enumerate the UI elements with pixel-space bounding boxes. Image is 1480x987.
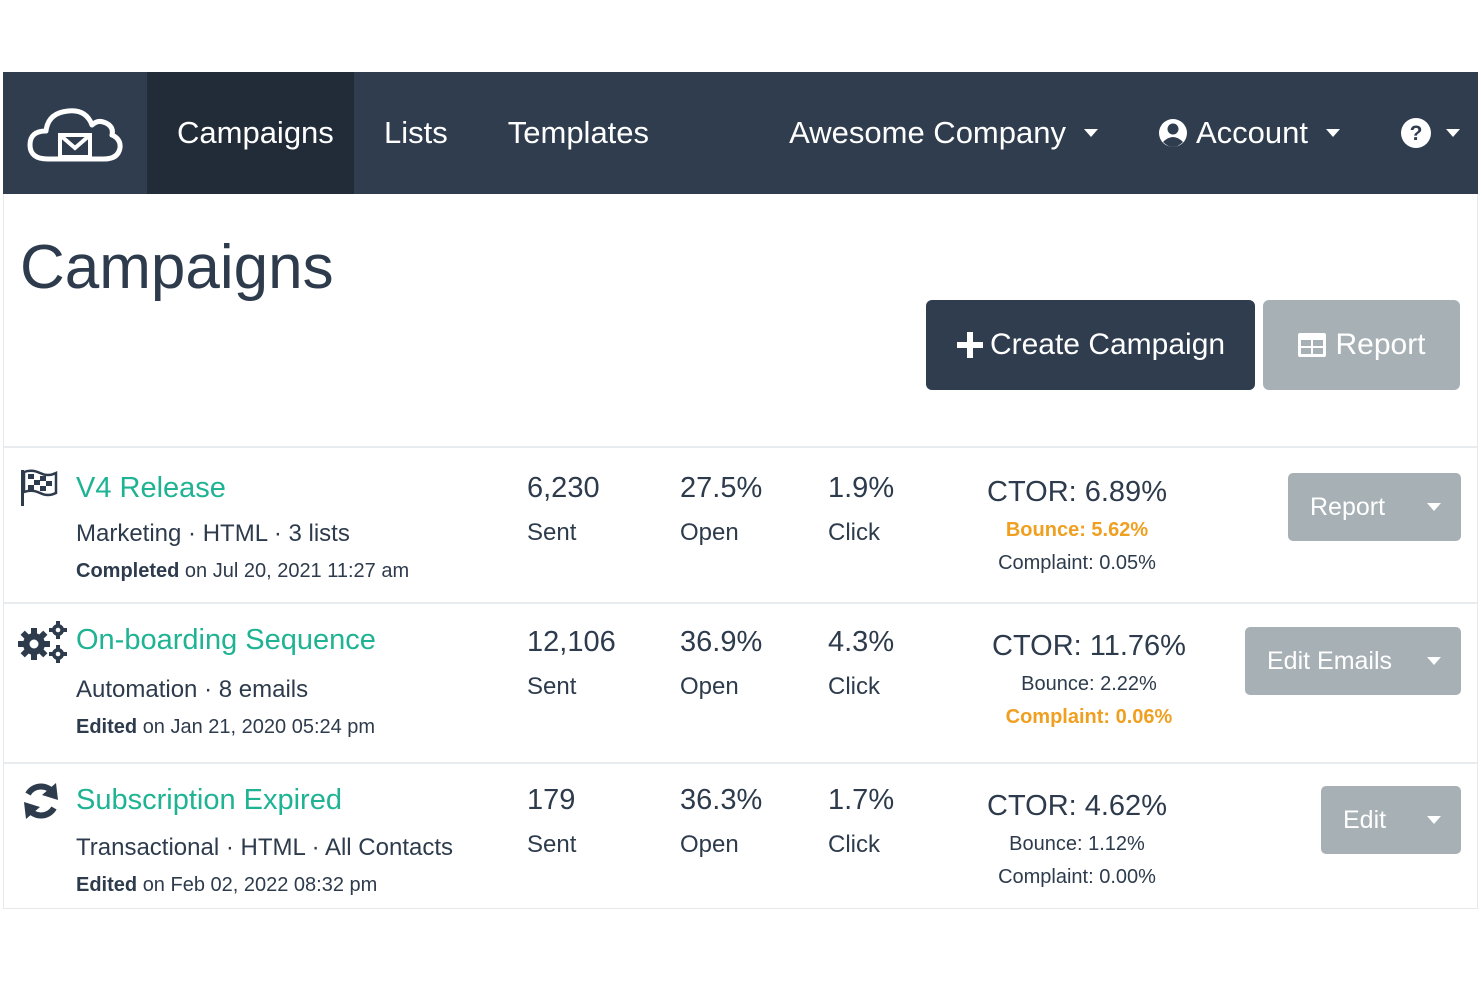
campaign-date: Edited on Jan 21, 2020 05:24 pm — [76, 716, 375, 739]
report-button[interactable]: Report — [1263, 300, 1460, 390]
edit-button[interactable]: Edit — [1321, 786, 1461, 854]
sent-value: 12,106 — [527, 626, 616, 658]
campaign-name-link[interactable]: V4 Release — [76, 472, 226, 504]
action-label: Report — [1310, 492, 1386, 521]
sent-label: Sent — [527, 673, 577, 700]
company-label: Awesome Company — [789, 115, 1066, 150]
campaign-meta: Automation · 8 emails — [76, 676, 309, 703]
table-icon — [1298, 333, 1327, 357]
svg-text:?: ? — [1410, 122, 1423, 145]
plus-icon — [956, 332, 983, 358]
ctor-value: CTOR: 6.89% — [987, 476, 1167, 508]
complaint-value: Complaint: 0.06% — [1005, 706, 1173, 728]
create-campaign-label: Create Campaign — [989, 328, 1226, 361]
stat-open: 36.3% Open — [680, 784, 762, 859]
sent-value: 6,230 — [527, 472, 600, 504]
chevron-down-icon — [1083, 129, 1098, 137]
open-value: 27.5% — [680, 472, 763, 504]
help-dropdown[interactable]: ? — [1370, 72, 1478, 194]
edit-emails-button[interactable]: Edit Emails — [1245, 627, 1461, 695]
campaign-status: Edited — [76, 874, 138, 896]
stat-ctor: CTOR: 6.89% Bounce: 5.62% Complaint: 0.0… — [972, 476, 1182, 575]
top-navbar: Campaigns Lists Templates Awesome Compan… — [3, 72, 1478, 194]
complaint-value: Complaint: 0.05% — [998, 552, 1156, 574]
nav-campaigns-label: Campaigns — [177, 115, 334, 150]
click-label: Click — [828, 519, 880, 546]
campaign-row: V4 Release Marketing · HTML · 3 lists Co… — [4, 446, 1477, 602]
create-campaign-button[interactable]: Create Campaign — [926, 300, 1255, 390]
open-value: 36.3% — [680, 784, 763, 816]
nav-lists[interactable]: Lists — [354, 72, 478, 194]
action-label: Edit Emails — [1267, 646, 1393, 675]
chevron-down-icon — [1446, 129, 1460, 137]
campaign-date-text: on Jul 20, 2021 11:27 am — [184, 560, 410, 582]
campaign-name-link[interactable]: Subscription Expired — [76, 784, 342, 816]
bounce-value: Bounce: 5.62% — [1005, 519, 1149, 541]
sent-value: 179 — [527, 784, 576, 816]
ctor-value: CTOR: 4.62% — [987, 790, 1167, 822]
gears-icon — [16, 620, 68, 669]
sent-label: Sent — [527, 519, 577, 546]
sent-label: Sent — [527, 831, 577, 858]
campaign-meta: Transactional · HTML · All Contacts — [76, 834, 454, 861]
stat-click: 1.9% Click — [828, 472, 894, 547]
chevron-down-icon[interactable] — [1427, 657, 1441, 665]
campaign-name-link[interactable]: On-boarding Sequence — [76, 624, 376, 656]
ctor-value: CTOR: 11.76% — [992, 630, 1186, 662]
campaign-date-text: on Feb 02, 2022 08:32 pm — [142, 874, 378, 896]
report-label: Report — [1335, 328, 1426, 361]
click-label: Click — [828, 673, 880, 700]
nav-lists-label: Lists — [384, 115, 448, 150]
account-label: Account — [1195, 115, 1308, 150]
complaint-value: Complaint: 0.00% — [998, 866, 1156, 888]
open-label: Open — [680, 831, 739, 858]
campaign-row: Subscription Expired Transactional · HTM… — [4, 762, 1477, 908]
campaign-date: Edited on Feb 02, 2022 08:32 pm — [76, 874, 377, 897]
question-circle-icon: ? — [1401, 118, 1431, 148]
stat-click: 1.7% Click — [828, 784, 894, 859]
chevron-down-icon[interactable] — [1427, 816, 1441, 824]
nav-templates[interactable]: Templates — [478, 72, 679, 194]
campaign-status: Completed — [76, 560, 180, 582]
click-value: 1.7% — [828, 784, 895, 816]
click-value: 1.9% — [828, 472, 895, 504]
stat-open: 27.5% Open — [680, 472, 762, 547]
chevron-down-icon[interactable] — [1427, 503, 1441, 511]
company-dropdown[interactable]: Awesome Company — [759, 72, 1128, 194]
cloud-mail-icon[interactable] — [3, 72, 147, 194]
stat-click: 4.3% Click — [828, 626, 894, 701]
open-label: Open — [680, 673, 739, 700]
user-circle-icon — [1158, 119, 1187, 147]
action-label: Edit — [1343, 805, 1387, 834]
stat-sent: 12,106 Sent — [527, 626, 616, 701]
stat-ctor: CTOR: 4.62% Bounce: 1.12% Complaint: 0.0… — [972, 790, 1182, 889]
app-frame — [3, 72, 1478, 909]
report-action-button[interactable]: Report — [1288, 473, 1461, 541]
account-dropdown[interactable]: Account — [1128, 72, 1370, 194]
open-value: 36.9% — [680, 626, 763, 658]
checkered-flag-icon — [18, 468, 60, 513]
click-label: Click — [828, 831, 880, 858]
open-label: Open — [680, 519, 739, 546]
stat-ctor: CTOR: 11.76% Bounce: 2.22% Complaint: 0.… — [984, 630, 1194, 729]
click-value: 4.3% — [828, 626, 895, 658]
nav-campaigns[interactable]: Campaigns — [147, 72, 354, 194]
bounce-value: Bounce: 1.12% — [1009, 833, 1145, 855]
page-title: Campaigns — [20, 233, 334, 302]
chevron-down-icon — [1326, 129, 1340, 137]
stat-sent: 6,230 Sent — [527, 472, 600, 547]
sync-icon — [20, 780, 62, 827]
campaign-row: On-boarding Sequence Automation · 8 emai… — [4, 602, 1477, 762]
nav-templates-label: Templates — [507, 115, 650, 150]
stat-open: 36.9% Open — [680, 626, 762, 701]
campaign-meta: Marketing · HTML · 3 lists — [76, 520, 350, 547]
stat-sent: 179 Sent — [527, 784, 576, 859]
campaign-date: Completed on Jul 20, 2021 11:27 am — [76, 560, 409, 583]
campaign-date-text: on Jan 21, 2020 05:24 pm — [142, 716, 376, 738]
bounce-value: Bounce: 2.22% — [1021, 673, 1157, 695]
campaign-status: Edited — [76, 716, 138, 738]
